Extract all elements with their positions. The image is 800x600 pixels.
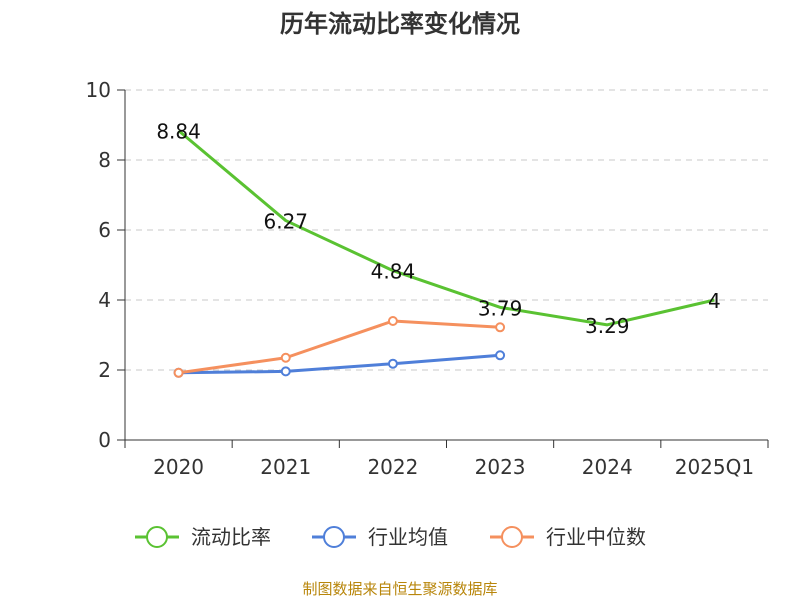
series-line [177, 129, 715, 327]
y-tick-label: 8 [98, 148, 111, 172]
legend-marker [323, 526, 345, 548]
legend-marker [501, 526, 523, 548]
grid-lines [125, 89, 768, 371]
series-line [178, 353, 501, 375]
x-tick-label: 2022 [367, 455, 418, 479]
chart-title: 历年流动比率变化情况 [280, 10, 520, 38]
x-tick-label: 2021 [260, 455, 311, 479]
legend-label: 行业均值 [368, 525, 448, 549]
x-tick-label: 2023 [475, 455, 526, 479]
x-tick-label: 2024 [582, 455, 633, 479]
legend-marker [146, 526, 168, 548]
data-point [280, 366, 291, 377]
series-0 [177, 129, 715, 327]
data-label: 3.29 [585, 314, 630, 338]
data-point [173, 367, 184, 378]
data-point [387, 358, 398, 369]
y-tick-label: 10 [86, 78, 111, 102]
legend-item: 行业中位数 [490, 525, 646, 549]
legend-item: 流动比率 [135, 525, 271, 549]
x-tick-label: 2020 [153, 455, 204, 479]
series-2 [173, 316, 506, 378]
x-tick-label: 2025Q1 [675, 455, 754, 479]
legend-label: 流动比率 [191, 525, 271, 549]
y-tick-label: 2 [98, 358, 111, 382]
data-label: 3.79 [478, 296, 523, 320]
data-labels: 8.84 6.27 4.84 3.79 3.29 4 [156, 120, 720, 338]
series-1 [173, 350, 506, 378]
source-note: 制图数据来自恒生聚源数据库 [302, 580, 497, 598]
series-layer [173, 129, 715, 378]
data-point [280, 352, 291, 363]
data-label: 6.27 [263, 210, 308, 234]
data-label: 4.84 [371, 260, 416, 284]
data-label: 8.84 [156, 120, 201, 144]
y-tick-label: 4 [98, 288, 111, 312]
y-tick-label: 0 [98, 428, 111, 452]
legend-label: 行业中位数 [546, 525, 646, 549]
data-point [387, 316, 398, 326]
series-line [178, 319, 501, 375]
data-label: 4 [708, 289, 721, 313]
legend: 流动比率 行业均值 行业中位数 [135, 525, 646, 549]
data-point [495, 350, 506, 361]
axes: 0 2 4 6 8 10 2020 2021 2022 2023 2024 2025Q1 [86, 78, 769, 479]
y-tick-label: 6 [98, 218, 111, 242]
data-point [495, 322, 506, 333]
legend-item: 行业均值 [312, 525, 448, 549]
